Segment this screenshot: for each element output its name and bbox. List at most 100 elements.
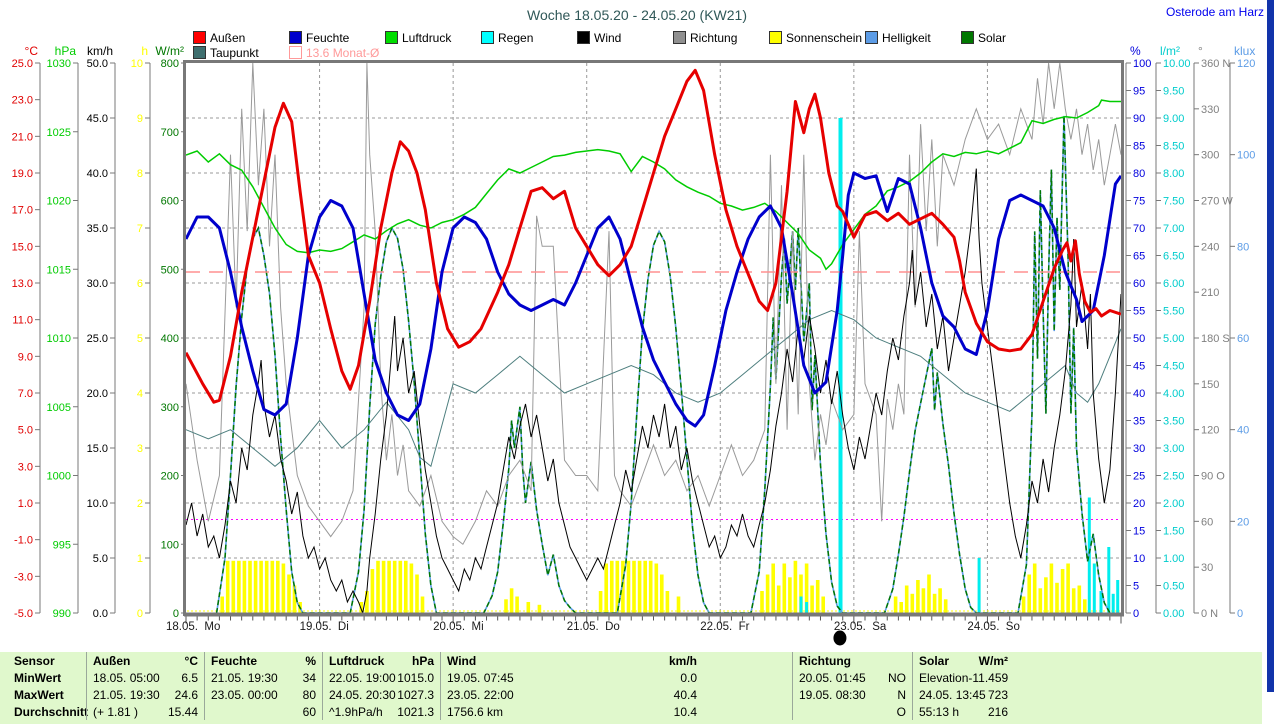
weather-chart: °C25.023.021.019.017.015.013.011.09.07.0…	[12, 44, 1255, 646]
axis-tick-label: 20	[1237, 516, 1249, 528]
legend-item-richtung: Richtung	[673, 31, 737, 45]
sunshine-bar	[676, 596, 681, 613]
axis-tick-label: 6.50	[1163, 251, 1184, 263]
legend-label: Luftdruck	[402, 31, 452, 45]
sunshine-bar	[1038, 588, 1043, 614]
axis-tick-label: 15.0	[12, 241, 33, 253]
axis-tick-label: 3.0	[18, 461, 33, 473]
axis-tick-label: 25.0	[12, 58, 33, 70]
legend-item-luftdruck: Luftdruck	[385, 31, 452, 45]
axis-tick-label: 200	[161, 471, 179, 483]
axis-tick-label: 10.0	[87, 498, 108, 510]
series-wind	[185, 168, 1122, 615]
sunshine-bar	[376, 560, 380, 614]
axis-tick-label: 6	[137, 278, 143, 290]
legend-swatch-icon	[865, 31, 878, 44]
sunshine-bar	[359, 602, 364, 613]
axis-tick-label: 80	[1133, 168, 1145, 180]
sunshine-bar	[654, 563, 659, 613]
table-cell-richtung-avg: O	[792, 703, 912, 720]
sunshine-bar	[899, 602, 903, 613]
axis-tick-label: 90	[1133, 113, 1145, 125]
sunshine-bar	[370, 569, 375, 613]
axis-tick-label: 20	[1133, 498, 1145, 510]
sunshine-bar	[943, 599, 948, 614]
sunshine-bar	[932, 593, 937, 614]
new-moon-icon	[833, 630, 847, 646]
sunshine-bar	[821, 596, 825, 613]
sunshine-bar	[515, 596, 519, 613]
sunshine-bar	[938, 588, 942, 614]
axis-tick-label: 50.0	[87, 58, 108, 70]
legend-swatch-icon	[769, 31, 782, 44]
legend-swatch-icon	[193, 46, 206, 59]
axis-tick-label: 330	[1201, 104, 1219, 116]
axis-tick-label: 0.00	[1163, 608, 1184, 620]
axis-tick-label: 8.50	[1163, 141, 1184, 153]
axis-tick-label: 23.0	[12, 95, 33, 107]
legend-swatch-icon	[193, 31, 206, 44]
axis-unit: °	[1198, 44, 1203, 58]
legend-item-wind: Wind	[577, 31, 621, 45]
axis-tick-label: 10.00	[1163, 58, 1191, 70]
axis-tick-label: 1.00	[1163, 553, 1184, 565]
axis-tick-label: -3.0	[14, 571, 33, 583]
axis-tick-label: 270 W	[1201, 196, 1233, 208]
legend-label: Feuchte	[306, 31, 350, 45]
sensor-table-background	[0, 652, 1262, 724]
axis-tick-label: 120	[1201, 425, 1219, 437]
axis-unit: km/h	[87, 44, 113, 58]
axis-tick-label: 17.0	[12, 205, 33, 217]
axis-tick-label: 2.00	[1163, 498, 1184, 510]
axis-tick-label: 20.0	[87, 388, 108, 400]
x-axis-day-label: 18.05. Mo	[166, 621, 220, 633]
series-feuchte	[184, 171, 1123, 428]
legend-swatch-icon	[385, 31, 398, 44]
table-cell-wind-avg: 1756.6 km 10.4	[440, 703, 792, 720]
axis-tick-label: 75	[1133, 196, 1145, 208]
sunshine-bar	[1049, 563, 1054, 613]
axis-tick-label: 65	[1133, 251, 1145, 263]
sunshine-bar	[648, 560, 653, 614]
rain-bar	[1099, 591, 1103, 613]
sunshine-bar	[765, 574, 770, 613]
sunshine-bar	[270, 560, 275, 614]
axis-tick-label: 500	[161, 264, 179, 276]
sunshine-bar	[248, 560, 252, 614]
legend-item-regen: Regen	[481, 31, 534, 45]
table-cell-richtung-min: 20.05. 01:45 NO	[792, 669, 912, 686]
table-cell-wind-max: 23.05. 22:00 40.4	[440, 686, 792, 703]
axis-tick-label: 1025	[47, 127, 71, 139]
table-header-außen: Außen °C	[86, 652, 204, 669]
axis-tick-label: 210	[1201, 287, 1219, 299]
legend-swatch-icon	[289, 31, 302, 44]
axis-tick-label: 800	[161, 58, 179, 70]
legend-label: Regen	[498, 31, 534, 45]
table-rowlabel: MaxWert	[14, 687, 64, 702]
sunshine-bar	[776, 585, 781, 613]
sunshine-bar	[264, 560, 269, 614]
axis-tick-label: 360 N	[1201, 58, 1230, 70]
table-header-sensor: Sensor	[14, 653, 55, 668]
sunshine-bar	[626, 560, 631, 614]
axis-tick-label: 0	[173, 608, 179, 620]
sunshine-bar	[660, 574, 664, 613]
axis-tick-label: 0.0	[93, 608, 108, 620]
table-rowlabel: Durchschnitt	[14, 704, 89, 719]
axis-tick-label: 1030	[47, 58, 71, 70]
rain-bar	[977, 558, 981, 613]
legend-swatch-icon	[673, 31, 686, 44]
axis-tick-label: 13.0	[12, 278, 33, 290]
sunshine-bar	[509, 588, 514, 614]
axis-tick-label: 55	[1133, 306, 1145, 318]
sunshine-bar	[804, 563, 809, 613]
sunshine-bar	[415, 574, 419, 613]
legend-label: Taupunkt	[210, 46, 259, 60]
axis-tick-label: 25.0	[87, 333, 108, 345]
axis-unit: °C	[25, 44, 39, 58]
axis-tick-label: 9.00	[1163, 113, 1184, 125]
station-name: Osterode am Harz	[1165, 5, 1264, 19]
axis-tick-label: 21.0	[12, 131, 33, 143]
axis-tick-label: 990	[53, 608, 71, 620]
x-axis-day-label: 24.05. So	[967, 621, 1019, 633]
